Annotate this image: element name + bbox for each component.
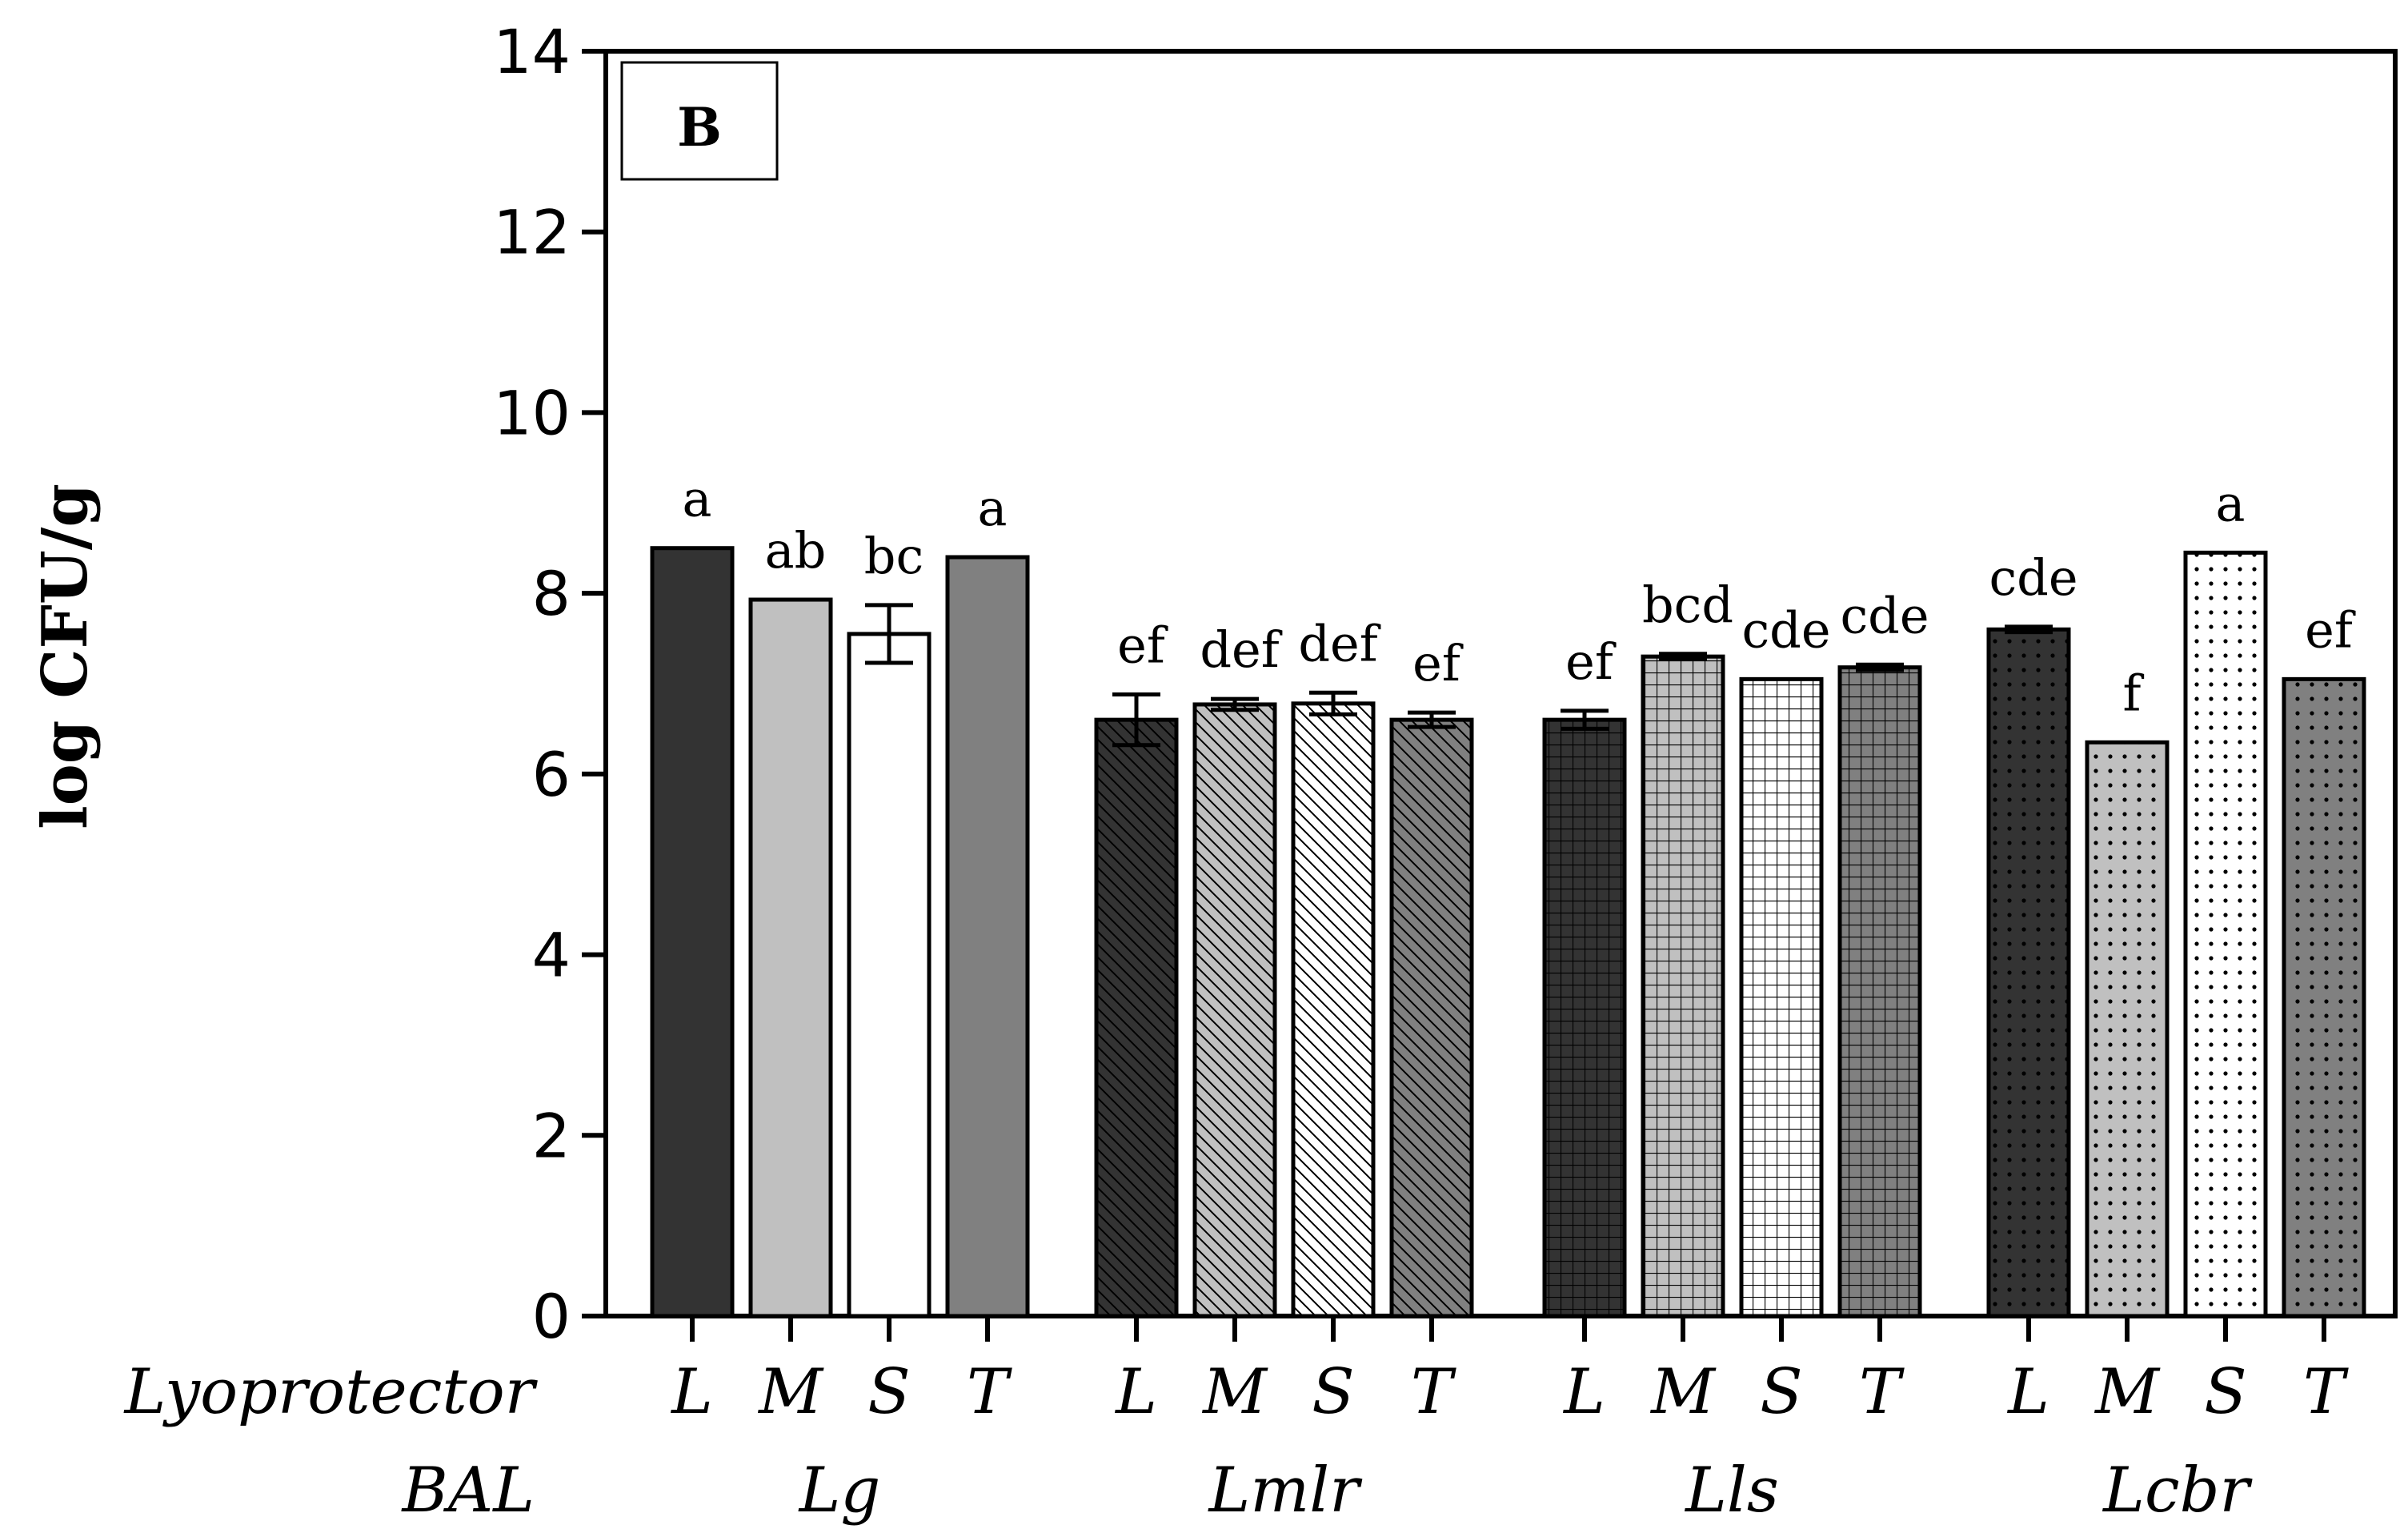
lyoprotector-label: L (1562, 1356, 1605, 1428)
significance-label: cde (1741, 600, 1830, 659)
significance-label: ef (1412, 634, 1464, 692)
bal-group-label: Lcbr (2101, 1455, 2253, 1527)
significance-label: f (2123, 664, 2145, 722)
significance-label: bcd (1642, 576, 1733, 634)
significance-label: a (683, 470, 712, 528)
significance-label: a (978, 479, 1008, 537)
lyoprotector-label: T (1411, 1356, 1456, 1428)
plot-frame (603, 49, 2398, 1318)
lyoprotector-label: T (2303, 1356, 2349, 1428)
bar-pattern (1741, 679, 1821, 1316)
lyoprotector-label: S (2204, 1356, 2246, 1428)
bar-Lg-L (652, 548, 732, 1316)
significance-label: ef (2305, 600, 2356, 659)
y-axis-title: log CFU/g (29, 484, 102, 829)
panel-label-box (620, 61, 779, 181)
bar-pattern (2186, 552, 2266, 1316)
lyoprotector-label: T (1859, 1356, 1905, 1428)
bar-pattern (1096, 720, 1176, 1316)
y-tick-label: 6 (532, 739, 571, 810)
lyoprotector-label: M (2093, 1356, 2161, 1428)
y-tick-label: 2 (532, 1100, 571, 1171)
significance-label: ef (1117, 616, 1168, 675)
lyoprotector-label: S (1312, 1356, 1354, 1428)
bar-pattern (1989, 629, 2069, 1316)
y-tick-label: 0 (532, 1281, 571, 1352)
lyoprotector-label: M (1201, 1356, 1268, 1428)
significance-label: ab (765, 521, 827, 580)
bar-Lg-S (849, 633, 929, 1316)
significance-label: def (1200, 620, 1282, 679)
lyoprotector-label: T (967, 1356, 1012, 1428)
bar-pattern (2284, 679, 2364, 1316)
y-tick-label: 12 (493, 197, 571, 268)
bar-pattern (2087, 742, 2167, 1316)
lyoprotector-label: M (1649, 1356, 1717, 1428)
significance-label: ef (1565, 632, 1617, 691)
bar-Lg-T (948, 557, 1028, 1316)
bal-row-label: BAL (401, 1455, 535, 1527)
y-tick-label: 10 (493, 377, 571, 448)
lyoprotector-label: L (670, 1356, 713, 1428)
lyoprotector-label: S (867, 1356, 910, 1428)
bar-pattern (1293, 703, 1373, 1316)
panel-label: B (677, 96, 722, 159)
lyoprotector-label: M (757, 1356, 824, 1428)
bar-pattern (1392, 720, 1472, 1316)
lyoprotector-row-label: Lyoprotector (123, 1356, 539, 1428)
y-tick-label: 14 (493, 16, 571, 87)
bal-group-label: Lmlr (1208, 1455, 1364, 1527)
lyoprotector-label: L (1114, 1356, 1157, 1428)
plot-border (603, 49, 2398, 1318)
lyoprotector-label: L (2006, 1356, 2049, 1428)
bar-pattern (1195, 704, 1275, 1316)
y-axis: 0 2 4 6 8 10 12 14 (493, 16, 606, 1352)
significance-label: a (2216, 474, 2246, 532)
significance-label: bc (864, 527, 924, 585)
significance-label: def (1298, 614, 1380, 672)
significance-label: cde (1840, 586, 1929, 644)
bar-pattern (1840, 667, 1920, 1316)
bars (650, 546, 2366, 1342)
bar-pattern (1643, 656, 1723, 1316)
y-tick-label: 4 (532, 920, 571, 991)
lyoprotector-label: S (1760, 1356, 1802, 1428)
significance-label: cde (1989, 548, 2077, 607)
bar-Lg-M (751, 600, 831, 1316)
bal-group-label: Lls (1684, 1455, 1779, 1527)
bar-pattern (1545, 720, 1625, 1316)
y-tick-label: 8 (532, 558, 571, 629)
bal-group-label: Lg (798, 1455, 881, 1527)
